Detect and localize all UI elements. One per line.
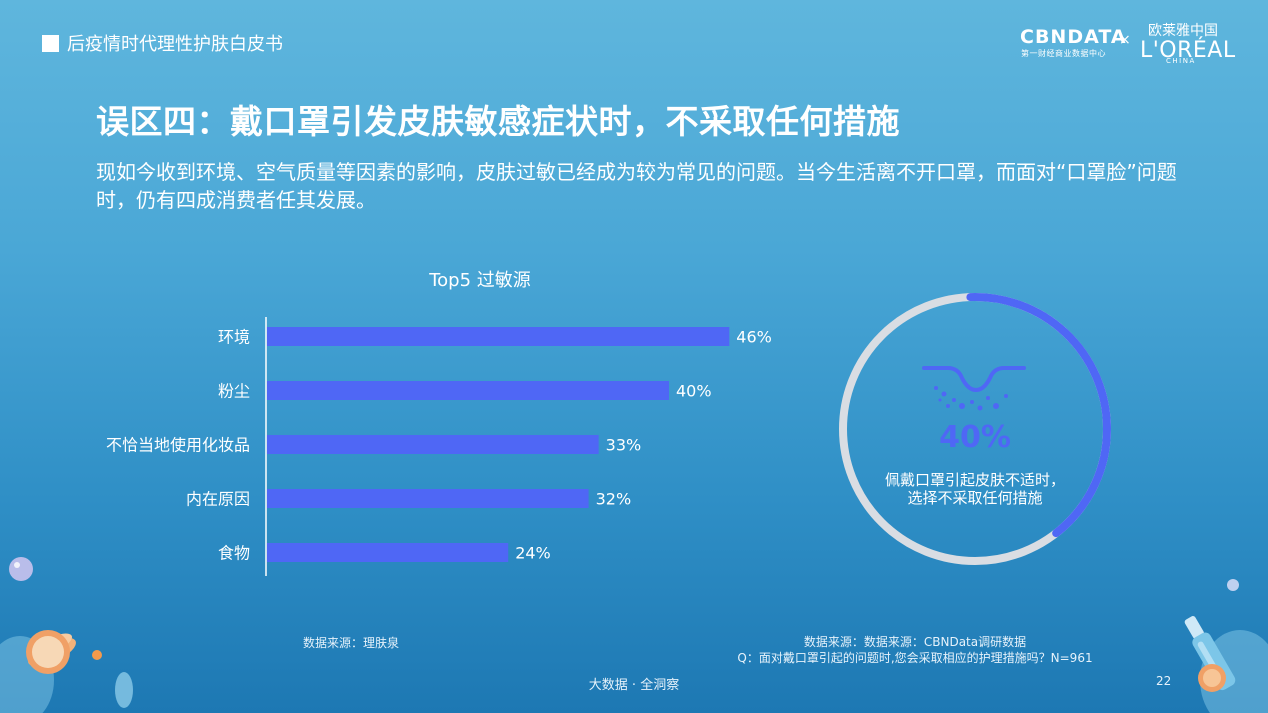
footer-slogan: 大数据 · 全洞察 [588,678,680,693]
bar-category-label: 粉尘 [218,382,250,401]
report-tag: 后疫情时代理性护肤白皮书 [42,30,283,56]
bar-category-label: 不恰当地使用化妆品 [106,436,250,455]
page-number: 22 [1156,674,1172,688]
bar-value-label: 24% [515,544,551,563]
bar [267,381,669,400]
loreal-logo-cn: 欧莱雅中国 [1148,23,1218,39]
bar [267,435,599,454]
source-note-left: 数据来源：理肤泉 [303,636,400,650]
loreal-logo: L'ORÉAL [1140,38,1236,63]
source-note-right-line1: 数据来源：数据来源：CBNData调研数据 [803,635,1027,649]
bar-category-label: 食物 [218,544,250,563]
page-subtitle: 现如今收到环境、空气质量等因素的影响，皮肤过敏已经成为较为常见的问题。当今生活离… [96,160,1177,212]
donut-caption-line1: 佩戴口罩引起皮肤不适时， [884,471,1065,489]
bar [267,543,509,562]
tag-square-icon [42,34,59,52]
serum-bottle-icon [1184,616,1268,713]
bar-value-label: 32% [596,490,632,509]
cbndata-logo: CBNDATA [1020,26,1127,48]
bar-category-label: 环境 [218,328,250,347]
source-note-right: 数据来源：数据来源：CBNData调研数据 Q：面对戴口罩引起的问题时,您会采取… [700,634,1130,666]
cbndata-logo-sub: 第一财经商业数据中心 [1021,49,1106,58]
bar-value-label: 33% [606,436,642,455]
loreal-logo-china: CHINA [1166,57,1196,65]
donut-caption-line2: 选择不采取任何措施 [907,489,1043,507]
bar-value-label: 40% [676,382,712,401]
bar-value-label: 46% [736,328,772,347]
donut-chart [839,293,1111,565]
bubble-small-icon [1227,579,1239,591]
donut-value-arc [839,293,1111,565]
bubble-icon [9,557,33,581]
donut-caption: 佩戴口罩引起皮肤不适时， 选择不采取任何措施 [866,471,1084,507]
source-note-right-line2: Q：面对戴口罩引起的问题时,您会采取相应的护理措施吗？N=961 [737,651,1093,665]
bar-chart-title: Top5 过敏源 [429,270,531,291]
bar-chart: 环境 46% 粉尘 40% 不恰当地使用化妆品 33% 内在原因 32% 食物 24% [106,317,772,576]
bar [267,327,730,346]
brand-separator: × [1119,32,1131,48]
donut-value-label: 40% [939,420,1011,455]
report-tag-label: 后疫情时代理性护肤白皮书 [67,34,283,55]
cosmetic-jar-icon [0,630,133,713]
bar [267,489,589,508]
bar-category-label: 内在原因 [186,490,250,509]
skin-bumps-icon [922,366,1026,411]
page-title: 误区四：戴口罩引发皮肤敏感症状时，不采取任何措施 [96,102,900,141]
